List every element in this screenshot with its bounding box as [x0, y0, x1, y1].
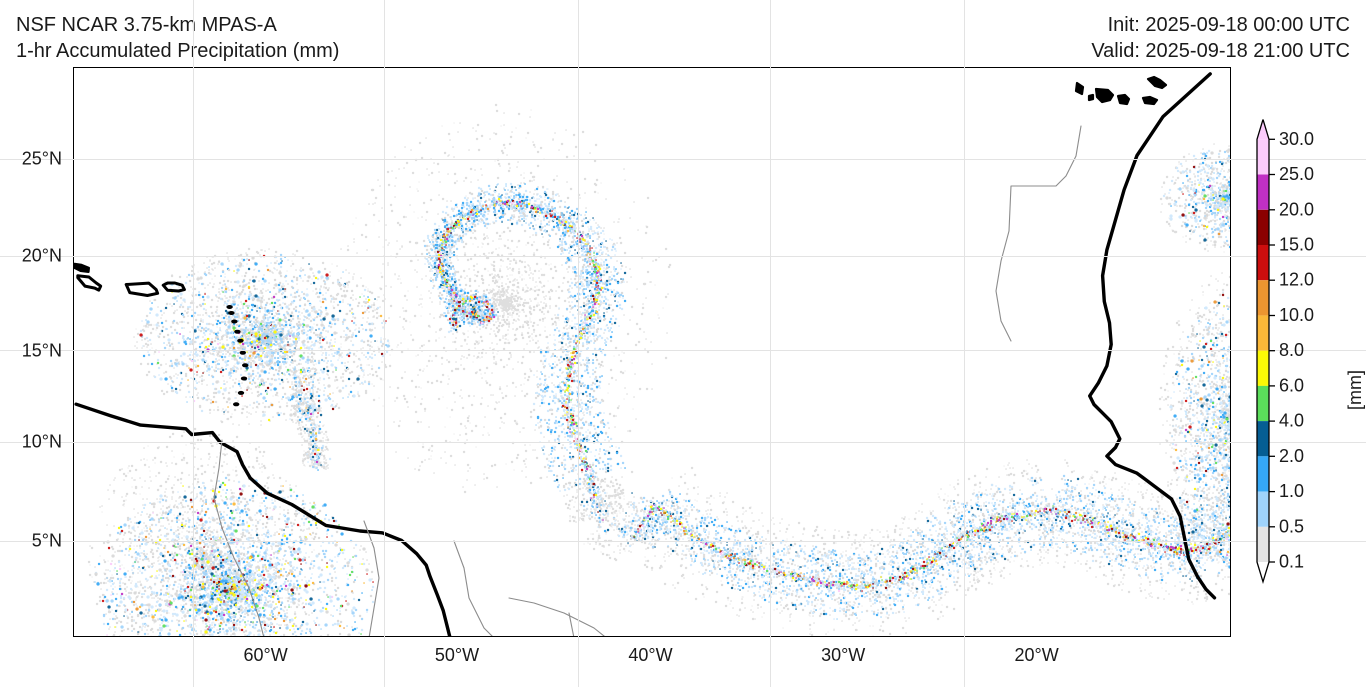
svg-text:1.0: 1.0	[1279, 481, 1304, 501]
svg-text:2.0: 2.0	[1279, 446, 1304, 466]
svg-text:8.0: 8.0	[1279, 340, 1304, 360]
svg-text:30.0: 30.0	[1279, 129, 1314, 149]
svg-text:0.5: 0.5	[1279, 516, 1304, 536]
svg-text:12.0: 12.0	[1279, 270, 1314, 290]
svg-text:20.0: 20.0	[1279, 199, 1314, 219]
svg-text:6.0: 6.0	[1279, 375, 1304, 395]
svg-text:0.1: 0.1	[1279, 552, 1304, 572]
svg-text:10.0: 10.0	[1279, 305, 1314, 325]
svg-text:15.0: 15.0	[1279, 235, 1314, 255]
svg-text:4.0: 4.0	[1279, 411, 1304, 431]
svg-text:25.0: 25.0	[1279, 164, 1314, 184]
